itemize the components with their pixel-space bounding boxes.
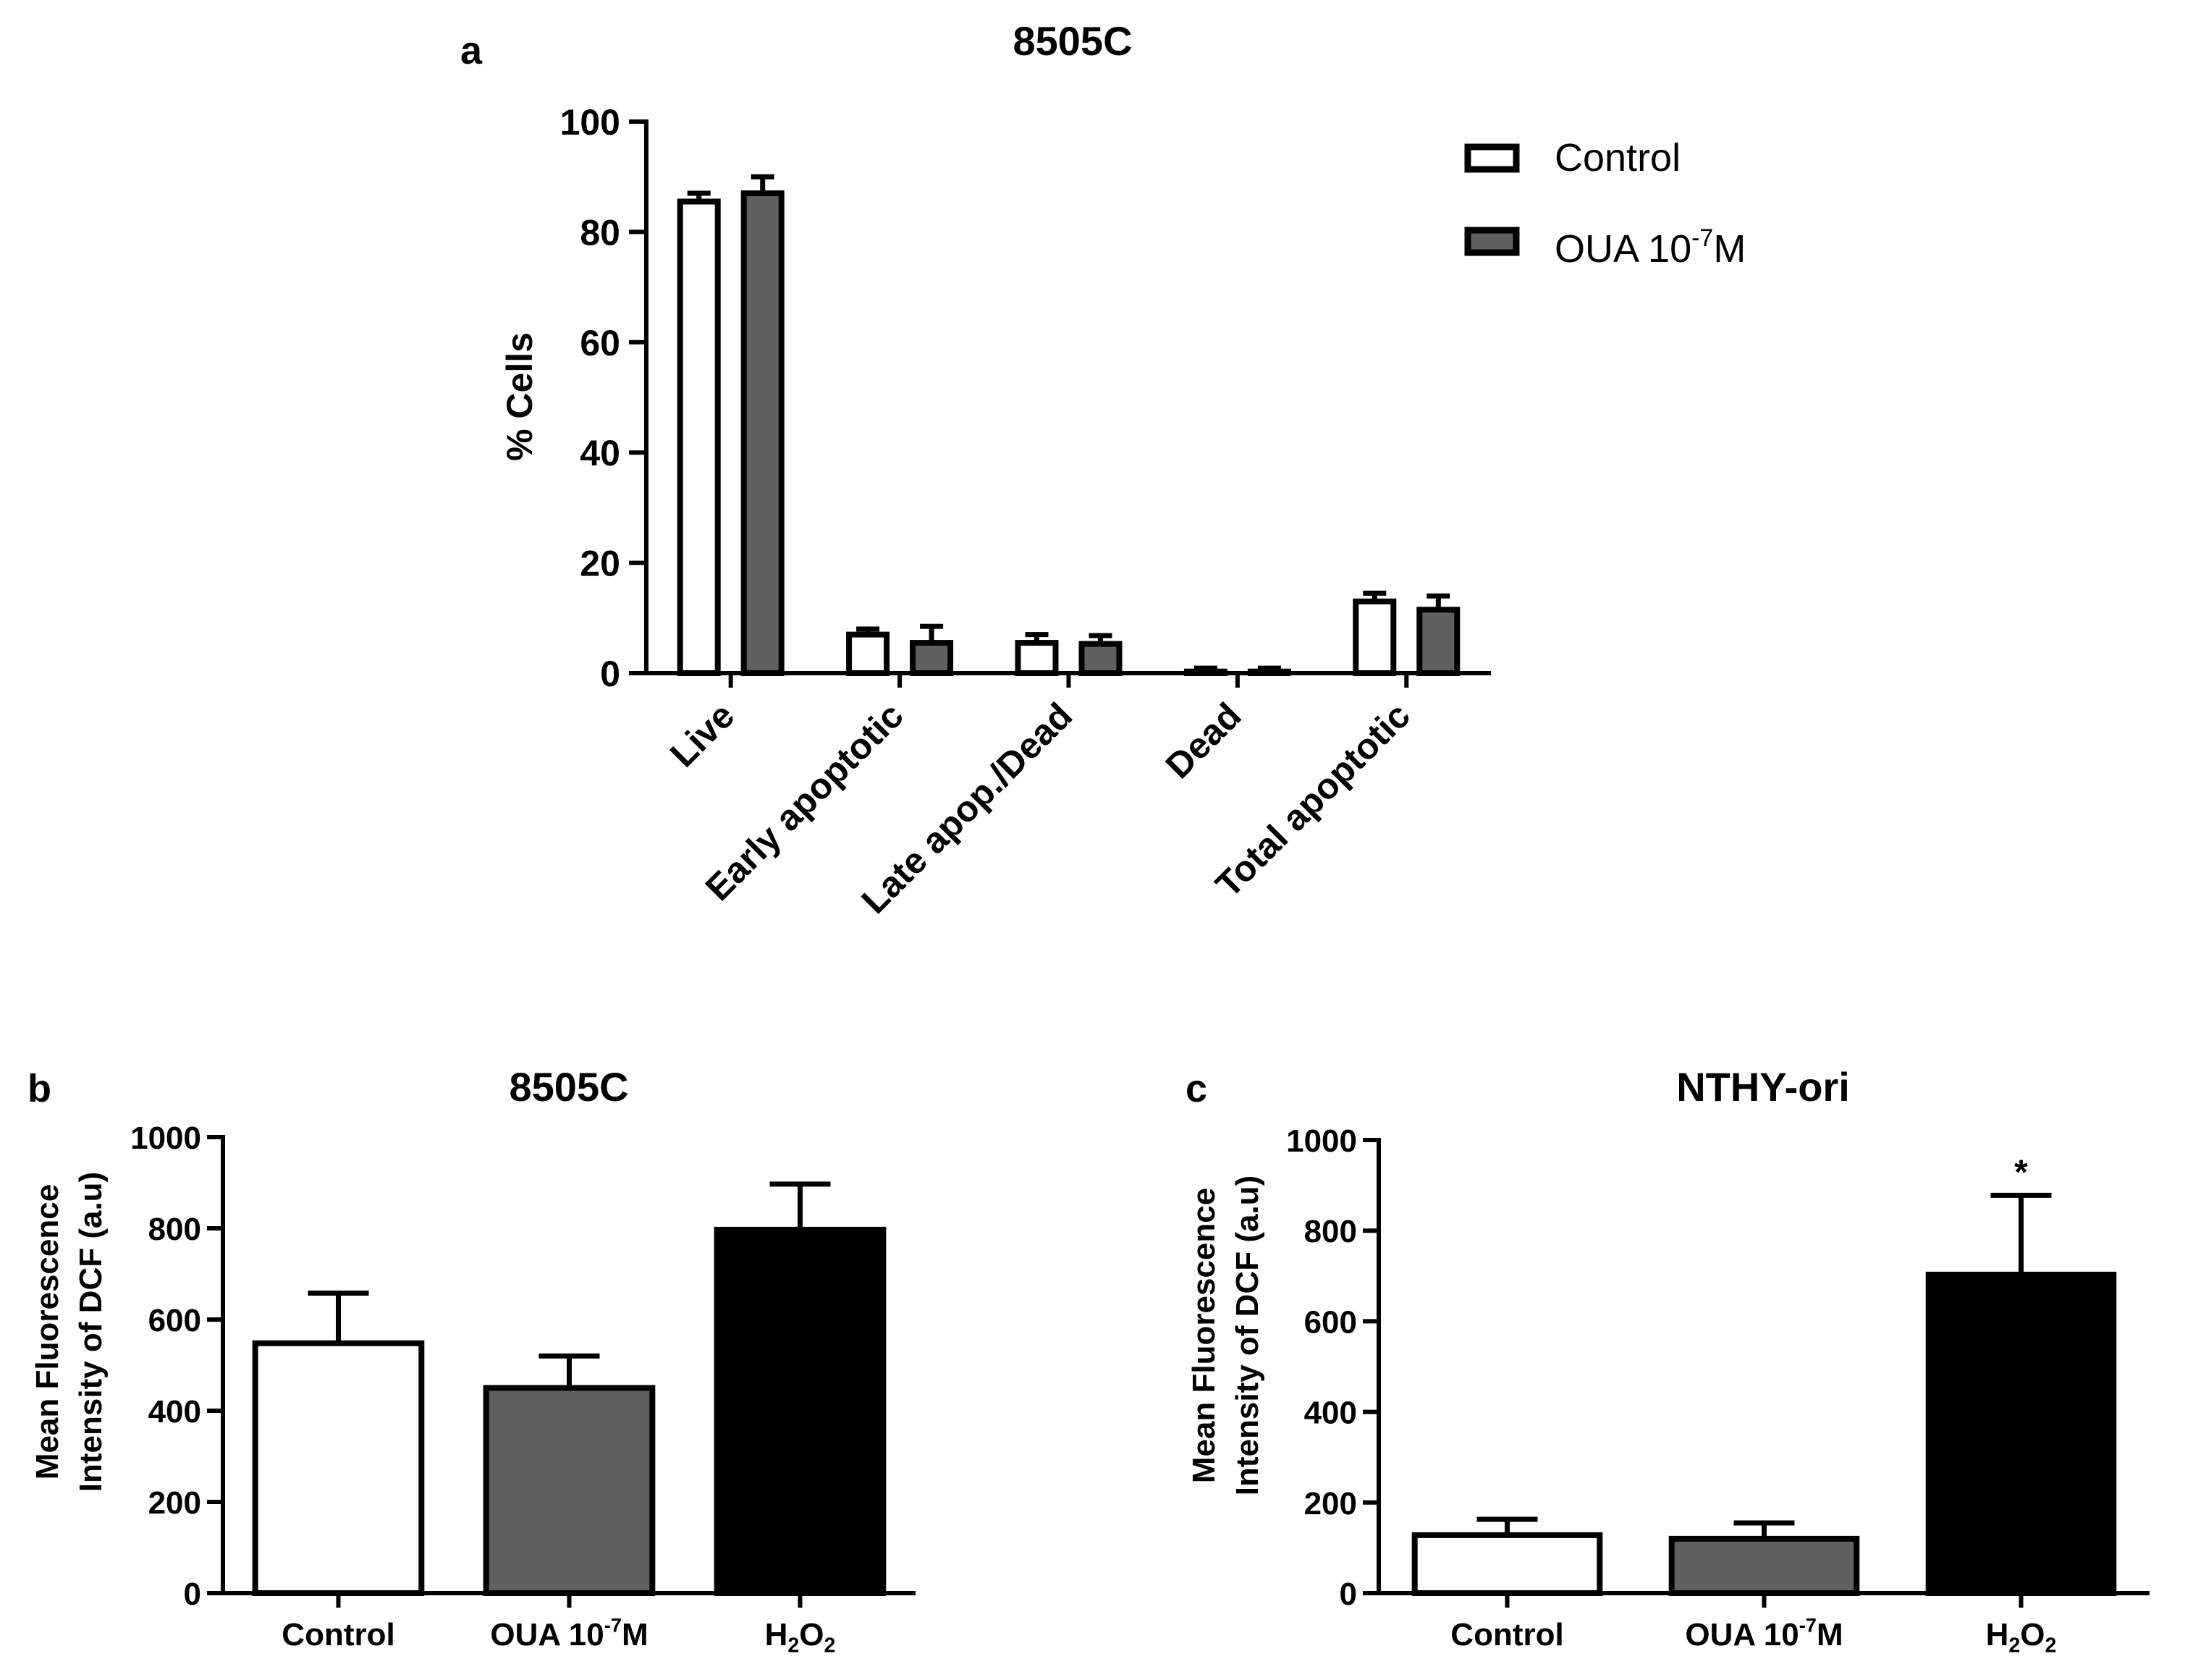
y-tick-label: 80	[580, 212, 620, 253]
y-tick-label: 1000	[1286, 1123, 1357, 1159]
panel-a-legend: Control OUA 10-7M	[1464, 136, 1746, 271]
panel-b-y-axis-label-line2: Intensity of DCF (a.u)	[73, 1172, 109, 1492]
y-tick-label: 0	[184, 1576, 201, 1612]
bar-oua-10-7m-dead	[1247, 668, 1291, 676]
panel-b-y-axis-label-line1: Mean Fluorescence	[30, 1184, 65, 1480]
legend-control-swatch	[1464, 143, 1520, 173]
significance-marker: *	[2014, 1153, 2028, 1191]
legend-oua-label: OUA 10-7M	[1555, 224, 1746, 271]
x-tick-label-oua-10-7m: OUA 10-7M	[1685, 1614, 1843, 1652]
y-tick-label: 600	[148, 1303, 201, 1338]
panel-b-letter: b	[28, 1067, 51, 1110]
bar-oua-10-7m-late-apop-dead	[1078, 641, 1123, 677]
legend-oua-swatch	[1464, 227, 1520, 256]
y-tick-label: 200	[1304, 1486, 1357, 1521]
y-tick-label: 600	[1304, 1304, 1357, 1340]
y-tick-label: 1000	[130, 1120, 201, 1156]
x-tick-label-control: Control	[1450, 1617, 1563, 1652]
y-tick-label: 0	[1340, 1576, 1357, 1612]
bar-control-dead	[1183, 668, 1227, 676]
panel-a-y-axis-label: % Cells	[499, 332, 540, 461]
bar-h2o2	[714, 1226, 887, 1596]
bar-control-total-apoptotic	[1353, 598, 1397, 676]
x-tick-label-h2o2: H2O2	[765, 1617, 836, 1658]
bar-h2o2	[1925, 1271, 2117, 1596]
x-tick-label-control: Control	[282, 1617, 394, 1652]
bar-control	[252, 1340, 425, 1596]
panel-c-title: NTHY-ori	[1676, 1064, 1850, 1110]
legend-control-label: Control	[1555, 136, 1681, 180]
panel-a-title: 8505C	[1013, 18, 1132, 64]
bar-oua-10-7m-early-apoptotic	[910, 640, 954, 677]
y-tick-label: 800	[1304, 1214, 1357, 1249]
panel-c-chart: c NTHY-ori Mean Fluorescence Intensity o…	[1186, 1064, 2150, 1658]
bar-oua-10-7m	[483, 1385, 656, 1596]
x-tick-label-oua-10-7m: OUA 10-7M	[490, 1614, 648, 1652]
x-tick-label-live: Live	[662, 695, 742, 774]
panel-c-y-axis-label-line1: Mean Fluorescence	[1186, 1188, 1222, 1483]
y-tick-label: 800	[148, 1212, 201, 1247]
y-tick-label: 60	[580, 323, 620, 363]
bar-oua-10-7m-total-apoptotic	[1416, 607, 1461, 676]
y-tick-label: 0	[600, 654, 620, 694]
panel-c-y-axis-label-line2: Intensity of DCF (a.u)	[1230, 1175, 1265, 1495]
bar-oua-10-7m-live	[740, 190, 785, 676]
bar-control-late-apop-dead	[1015, 640, 1059, 677]
panel-a-letter: a	[460, 29, 483, 72]
y-tick-label: 20	[580, 544, 620, 584]
panel-b-chart: b 8505C Mean Fluorescence Intensity of D…	[28, 1064, 916, 1658]
y-tick-label: 400	[148, 1394, 201, 1430]
panel-a-chart: a 8505C % Cells Control OUA 10-7M 0 20 40 6…	[460, 18, 1746, 921]
x-tick-label-dead: Dead	[1158, 695, 1249, 786]
bar-control	[1411, 1532, 1603, 1597]
y-tick-label: 200	[148, 1485, 201, 1521]
x-tick-label-h2o2: H2O2	[1986, 1617, 2057, 1658]
bar-control-live	[677, 198, 721, 676]
y-tick-label: 400	[1304, 1396, 1357, 1431]
bar-control-early-apoptotic	[846, 631, 890, 676]
y-tick-label: 40	[580, 433, 620, 473]
bar-oua-10-7m	[1668, 1535, 1860, 1596]
y-tick-label: 100	[560, 102, 620, 143]
panel-c-letter: c	[1186, 1067, 1207, 1110]
panel-b-title: 8505C	[509, 1064, 628, 1110]
